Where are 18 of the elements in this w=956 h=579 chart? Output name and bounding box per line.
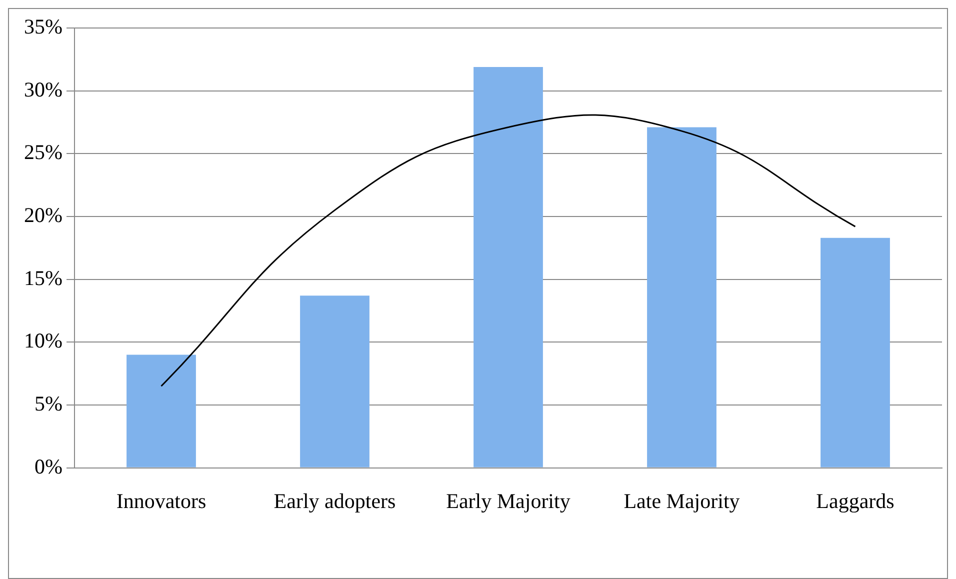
bar (820, 238, 890, 468)
y-tick-label: 15% (24, 266, 62, 290)
x-tick-label: Early adopters (274, 488, 396, 513)
y-tick-label: 30% (24, 77, 62, 102)
y-tick-label: 25% (24, 140, 62, 164)
bar (474, 66, 543, 468)
y-tick-label: 35% (24, 14, 62, 39)
y-tick-label: 20% (24, 203, 62, 227)
bar (647, 127, 716, 468)
bar (126, 354, 196, 468)
bar (300, 296, 370, 468)
y-tick-label: 0% (34, 454, 62, 478)
x-tick-label: Laggards (816, 488, 894, 513)
y-tick-label: 5% (34, 391, 62, 416)
x-tick-label: Innovators (116, 488, 206, 513)
x-tick-label: Early Majority (446, 488, 571, 513)
y-tick-label: 10% (24, 328, 62, 353)
x-tick-label: Late Majority (624, 488, 740, 513)
